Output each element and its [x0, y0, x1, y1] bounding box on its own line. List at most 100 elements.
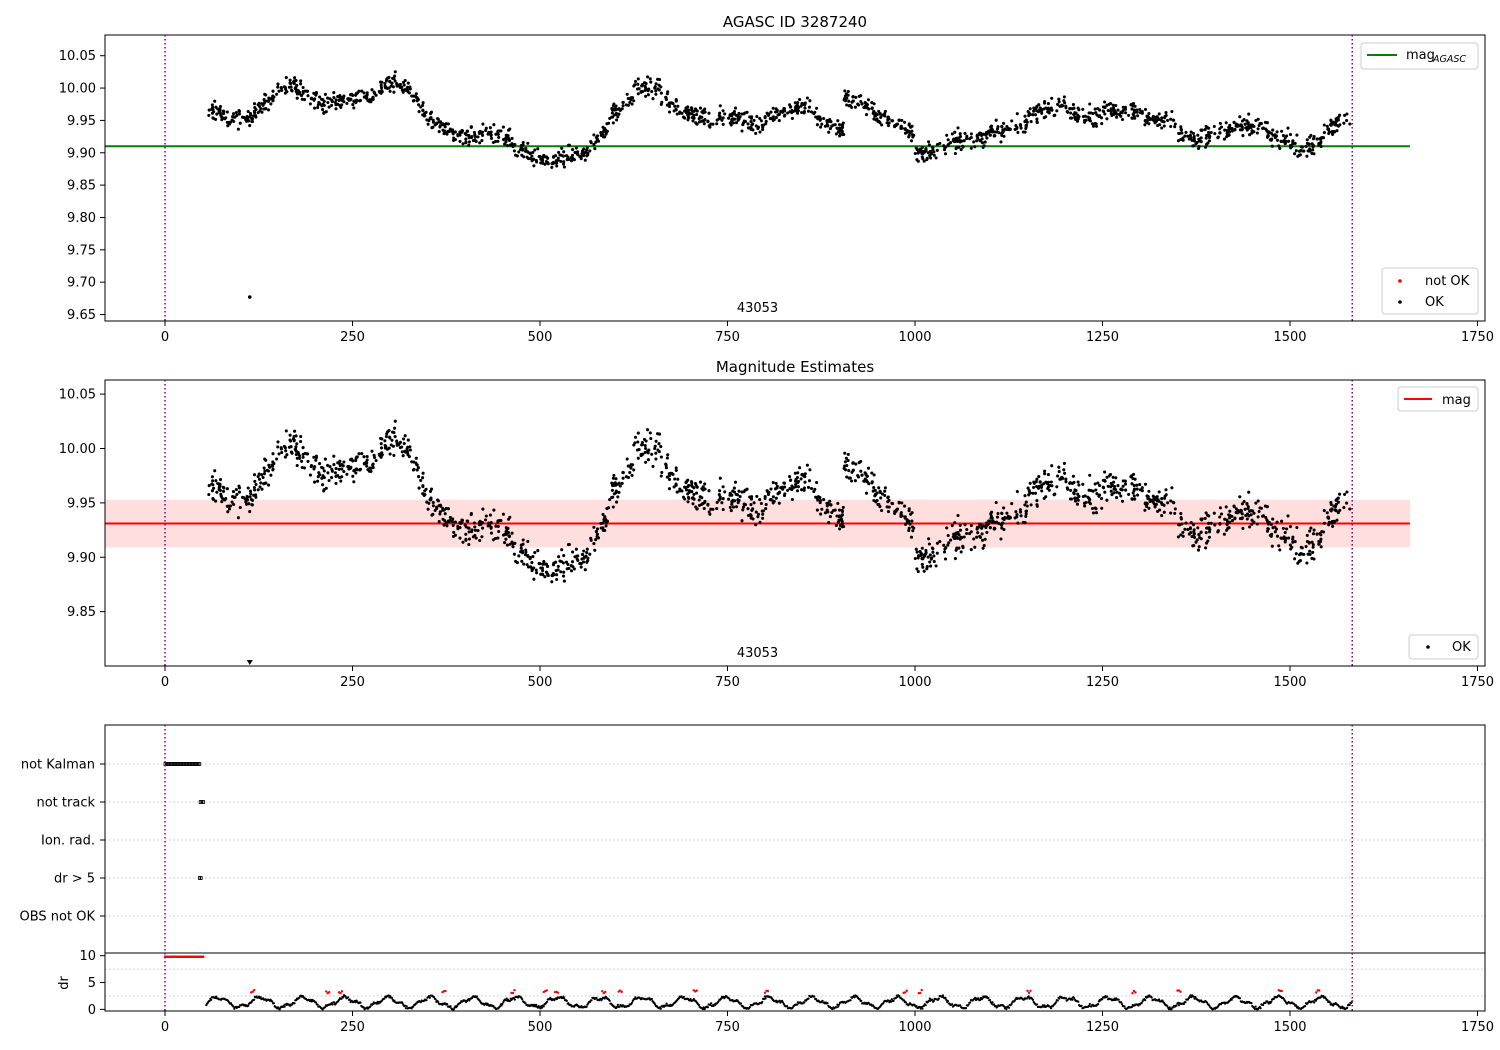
data-point: [443, 519, 447, 523]
data-point: [1178, 523, 1182, 527]
data-point: [1069, 488, 1073, 492]
data-point: [576, 558, 580, 563]
data-point: [1192, 532, 1196, 536]
data-point: [1176, 535, 1180, 539]
data-point: [594, 135, 598, 140]
data-point: [1266, 130, 1271, 135]
dr-point: [1188, 995, 1191, 999]
data-point: [802, 110, 806, 114]
data-point: [1042, 496, 1046, 500]
data-point: [1042, 482, 1046, 486]
data-point: [579, 565, 583, 569]
data-point: [674, 468, 678, 472]
data-point: [1098, 108, 1102, 112]
data-point: [1186, 527, 1190, 532]
data-point: [337, 461, 341, 465]
data-point: [864, 102, 868, 106]
dr-point: [967, 1003, 970, 1006]
data-point: [755, 114, 759, 119]
data-point: [1230, 514, 1234, 518]
dr-point: [1035, 1003, 1039, 1006]
data-point: [1059, 104, 1064, 108]
data-point: [1025, 504, 1029, 508]
data-point: [246, 486, 250, 490]
data-point: [362, 91, 366, 95]
data-point: [736, 114, 740, 118]
data-point: [1069, 497, 1074, 501]
data-point: [1024, 509, 1029, 513]
data-point: [695, 491, 699, 495]
dr-point: [915, 1005, 918, 1008]
data-point: [264, 458, 268, 462]
data-point: [867, 482, 871, 486]
data-point: [1293, 557, 1297, 561]
data-point: [237, 108, 241, 113]
data-point: [1269, 138, 1273, 142]
data-point: [393, 419, 397, 423]
data-point: [514, 153, 518, 157]
data-point: [505, 543, 509, 547]
data-point: [1331, 524, 1335, 528]
data-point: [1027, 114, 1031, 118]
data-point: [588, 149, 592, 153]
data-point: [478, 519, 482, 523]
data-point: [957, 145, 961, 149]
data-point: [886, 510, 891, 514]
data-point: [249, 113, 253, 117]
data-point: [300, 465, 304, 470]
data-point: [300, 97, 304, 101]
data-point: [702, 118, 706, 122]
data-point: [1317, 540, 1321, 544]
data-point: [257, 472, 261, 476]
data-point: [1028, 107, 1032, 111]
data-point: [1300, 546, 1304, 550]
data-point: [556, 158, 560, 162]
panel-magnitude-estimates: Magnitude Estimates 43053 mag OK 9.859.9…: [59, 358, 1486, 667]
data-point: [643, 444, 647, 448]
data-point: [402, 83, 406, 87]
data-point: [903, 127, 907, 131]
data-point: [1043, 469, 1047, 473]
data-point: [526, 141, 530, 145]
data-point: [417, 103, 421, 107]
data-point: [930, 151, 934, 155]
data-point: [611, 121, 615, 125]
data-point: [856, 103, 861, 107]
data-point: [727, 497, 731, 501]
flag-category-label: not Kalman: [21, 758, 95, 773]
data-point: [1155, 499, 1159, 503]
data-point: [969, 146, 973, 150]
data-point: [1191, 523, 1196, 527]
data-point: [471, 139, 475, 143]
data-point: [318, 95, 322, 99]
data-point: [1094, 124, 1099, 128]
data-point: [887, 121, 891, 125]
data-point: [531, 150, 535, 154]
data-point: [1109, 489, 1113, 493]
data-point: [1345, 490, 1349, 494]
data-point: [916, 159, 920, 163]
data-point: [632, 468, 636, 472]
data-point: [326, 471, 330, 475]
data-point: [1052, 493, 1056, 497]
data-point: [771, 480, 775, 485]
data-point: [512, 149, 516, 153]
data-point: [230, 500, 234, 504]
data-point: [958, 523, 962, 527]
data-point: [876, 502, 880, 507]
data-point: [253, 488, 257, 492]
data-point: [799, 104, 803, 108]
data-point: [254, 495, 258, 499]
y-tick-label: 9.95: [67, 114, 96, 129]
dr-point: [821, 999, 824, 1002]
data-point: [769, 497, 773, 501]
data-point: [972, 140, 976, 144]
data-point: [763, 495, 767, 499]
dr-point: [692, 997, 695, 1001]
data-point: [218, 478, 223, 482]
data-point: [796, 106, 801, 110]
data-point: [978, 131, 982, 135]
data-point: [1103, 112, 1107, 116]
data-point: [426, 507, 430, 511]
data-point: [916, 569, 920, 574]
